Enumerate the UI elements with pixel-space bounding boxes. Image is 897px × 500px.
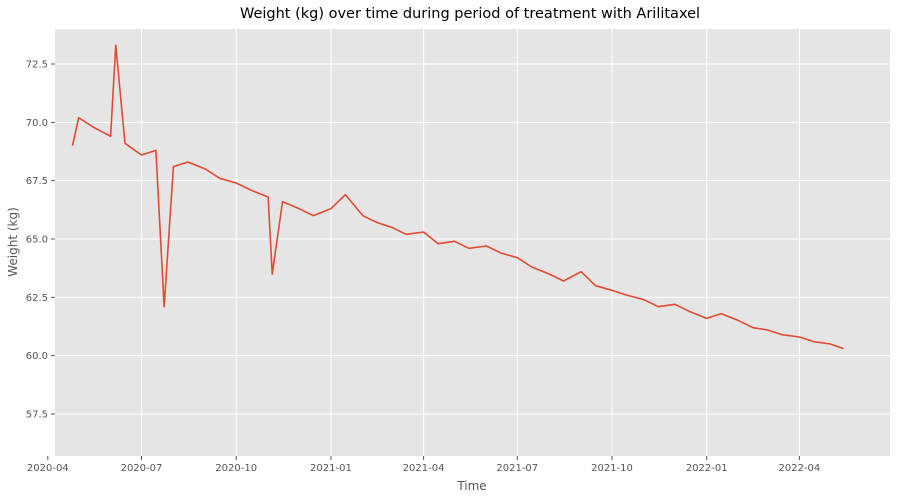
grid: [47, 29, 890, 456]
plot-area: [55, 29, 890, 456]
x-tick-label: 2022-01: [686, 463, 728, 474]
chart-title: Weight (kg) over time during period of t…: [240, 6, 700, 22]
x-axis-label: Time: [456, 479, 486, 493]
y-axis-label: Weight (kg): [6, 207, 20, 277]
x-tick-label: 2021-10: [591, 463, 633, 474]
x-tick-label: 2021-07: [496, 463, 538, 474]
x-tick-label: 2021-01: [310, 463, 352, 474]
x-tick-label: 2020-07: [121, 463, 163, 474]
series-layer: [71, 44, 844, 350]
x-tick-label: 2021-04: [403, 463, 445, 474]
y-tick-label: 62.5: [26, 293, 48, 304]
series-line: [71, 44, 844, 350]
y-tick-label: 67.5: [26, 176, 48, 187]
x-tick-label: 2020-04: [27, 463, 69, 474]
x-tick-label: 2022-04: [778, 463, 820, 474]
x-axis: 2020-04 2020-07 2020-10 2021-01 2021-04 2021-…: [27, 456, 820, 474]
y-tick-label: 57.5: [26, 410, 48, 421]
y-tick-label: 65.0: [26, 235, 48, 246]
x-tick-label: 2020-10: [215, 463, 257, 474]
y-tick-label: 70.0: [26, 118, 48, 129]
y-axis: 57.5 60.0 62.5 65.0 67.5 70.0 72.5: [26, 60, 55, 421]
y-tick-label: 60.0: [26, 351, 48, 362]
y-tick-label: 72.5: [26, 60, 48, 71]
